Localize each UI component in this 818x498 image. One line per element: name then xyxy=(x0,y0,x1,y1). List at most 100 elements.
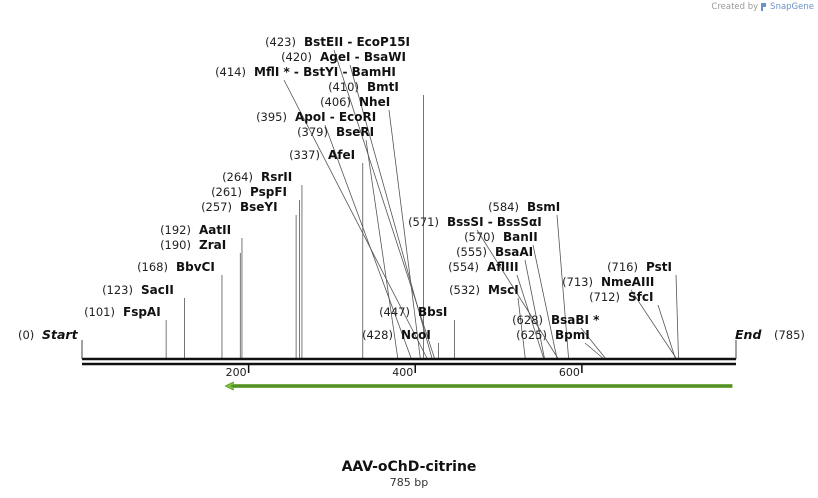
ruler-tick-label: 400 xyxy=(392,366,413,379)
site-position: (532) xyxy=(449,283,480,297)
site-bsaai[interactable]: (555) BsaAI xyxy=(456,245,533,259)
site-mfli[interactable]: (414) MflI * - BstYI - BamHI xyxy=(215,65,396,79)
site-leader-line xyxy=(283,79,428,359)
site-rsrii[interactable]: (264) RsrII xyxy=(222,170,292,184)
site-bmti[interactable]: (410) BmtI xyxy=(328,80,399,94)
ruler-tick: 200 xyxy=(226,365,250,379)
site-position: (554) xyxy=(448,260,479,274)
site-bbsi[interactable]: (447) BbsI xyxy=(379,305,447,319)
site-afei[interactable]: (337) AfeI xyxy=(289,148,355,162)
site-aatii[interactable]: (192) AatII xyxy=(160,223,231,237)
site-pspfi[interactable]: (261) PspFI xyxy=(211,185,287,199)
site-afliii[interactable]: (554) AflIII xyxy=(448,260,519,274)
site-position: (261) xyxy=(211,185,242,199)
site-leader-line xyxy=(517,297,526,359)
site-position: (190) xyxy=(160,238,191,252)
site-position: (625) xyxy=(516,328,547,342)
site-position: (628) xyxy=(512,313,543,327)
site-position: (716) xyxy=(607,260,638,274)
site-fspai[interactable]: (101) FspAI xyxy=(84,305,161,319)
site-psti[interactable]: (716) PstI xyxy=(607,260,672,274)
snapgene-logo-icon xyxy=(761,3,767,11)
site-name: AflIII xyxy=(487,260,519,274)
site-name: BssSI - BssSαI xyxy=(447,215,542,229)
site-position: (406) xyxy=(320,95,351,109)
credit-prefix: Created by xyxy=(711,2,759,12)
site-position: (423) xyxy=(265,35,296,49)
map-length: 785 bp xyxy=(389,476,429,489)
site-name: AgeI - BsaWI xyxy=(320,50,406,64)
end-position: (785) xyxy=(774,328,805,342)
site-name: SfcI xyxy=(628,290,653,304)
feature-arrow[interactable] xyxy=(224,381,733,391)
site-name: BseRI xyxy=(336,125,374,139)
site-sfci[interactable]: (712) SfcI xyxy=(589,290,653,304)
ruler-tick: 400 xyxy=(392,365,416,379)
site-name: BseYI xyxy=(240,200,278,214)
site-agei[interactable]: (420) AgeI - BsaWI xyxy=(281,50,406,64)
site-name: PspFI xyxy=(250,185,287,199)
site-bsabi[interactable]: (628) BsaBI * xyxy=(512,313,600,327)
site-position: (428) xyxy=(362,328,393,342)
site-name: MscI xyxy=(488,283,519,297)
site-leader-line xyxy=(657,304,676,359)
site-zrai[interactable]: (190) ZraI xyxy=(160,238,226,252)
site-nmeaiii[interactable]: (713) NmeAIII xyxy=(562,275,654,289)
site-position: (101) xyxy=(84,305,115,319)
site-banii[interactable]: (570) BanII xyxy=(464,230,538,244)
site-name: NmeAIII xyxy=(601,275,654,289)
site-position: (555) xyxy=(456,245,487,259)
site-bpmi[interactable]: (625) BpmI xyxy=(516,328,590,342)
site-nhei[interactable]: (406) NheI xyxy=(320,95,390,109)
site-bseri[interactable]: (379) BseRI xyxy=(297,125,374,139)
site-name: BpmI xyxy=(555,328,590,342)
site-leader-line xyxy=(556,214,569,359)
site-bsteii[interactable]: (423) BstEII - EcoP15I xyxy=(265,35,410,49)
site-position: (192) xyxy=(160,223,191,237)
site-position: (168) xyxy=(137,260,168,274)
site-leader-line xyxy=(630,289,677,359)
site-position: (584) xyxy=(488,200,519,214)
credit-brand: SnapGene xyxy=(770,2,814,12)
site-msci[interactable]: (532) MscI xyxy=(449,283,519,297)
site-leader-line xyxy=(516,274,544,359)
site-leader-line xyxy=(349,64,433,359)
site-position: (395) xyxy=(256,110,287,124)
site-apoi[interactable]: (395) ApoI - EcoRI xyxy=(256,110,376,124)
site-bsmi[interactable]: (584) BsmI xyxy=(488,200,560,214)
ruler-tick: 600 xyxy=(559,365,583,379)
site-sacii[interactable]: (123) SacII xyxy=(102,283,174,297)
site-bbvci[interactable]: (168) BbvCI xyxy=(137,260,215,274)
site-name: BstEII - EcoP15I xyxy=(304,35,410,49)
site-name: BsaAI xyxy=(495,245,533,259)
start-marker: (0) Start xyxy=(18,327,79,342)
site-position: (447) xyxy=(379,305,410,319)
ruler-ticks: 200 400 600 xyxy=(226,365,583,379)
end-label: End xyxy=(735,327,762,342)
site-name: BbvCI xyxy=(176,260,215,274)
site-position: (379) xyxy=(297,125,328,139)
site-name: PstI xyxy=(646,260,672,274)
snapgene-credit: Created by SnapGene xyxy=(711,2,814,12)
site-position: (570) xyxy=(464,230,495,244)
site-leader-lines xyxy=(165,49,679,359)
site-ncoi[interactable]: (428) NcoI xyxy=(362,328,431,342)
site-position: (712) xyxy=(589,290,620,304)
site-name: RsrII xyxy=(261,170,292,184)
site-bsssi[interactable]: (571) BssSI - BssSαI xyxy=(408,215,542,229)
site-bseyi[interactable]: (257) BseYI xyxy=(201,200,278,214)
site-name: AatII xyxy=(199,223,231,237)
site-position: (410) xyxy=(328,80,359,94)
site-leader-line xyxy=(388,109,421,359)
site-name: NcoI xyxy=(401,328,431,342)
start-position: (0) xyxy=(18,328,34,342)
site-leader-line xyxy=(324,124,412,359)
site-name: MflI * - BstYI - BamHI xyxy=(254,65,396,79)
site-name: FspAI xyxy=(123,305,161,319)
site-leader-line xyxy=(365,139,399,359)
start-label: Start xyxy=(42,327,79,342)
site-position: (713) xyxy=(562,275,593,289)
sequence-backbone xyxy=(81,340,737,366)
site-labels: (423) BstEII - EcoP15I(420) AgeI - BsaWI(4… xyxy=(84,35,672,342)
site-name: NheI xyxy=(359,95,390,109)
